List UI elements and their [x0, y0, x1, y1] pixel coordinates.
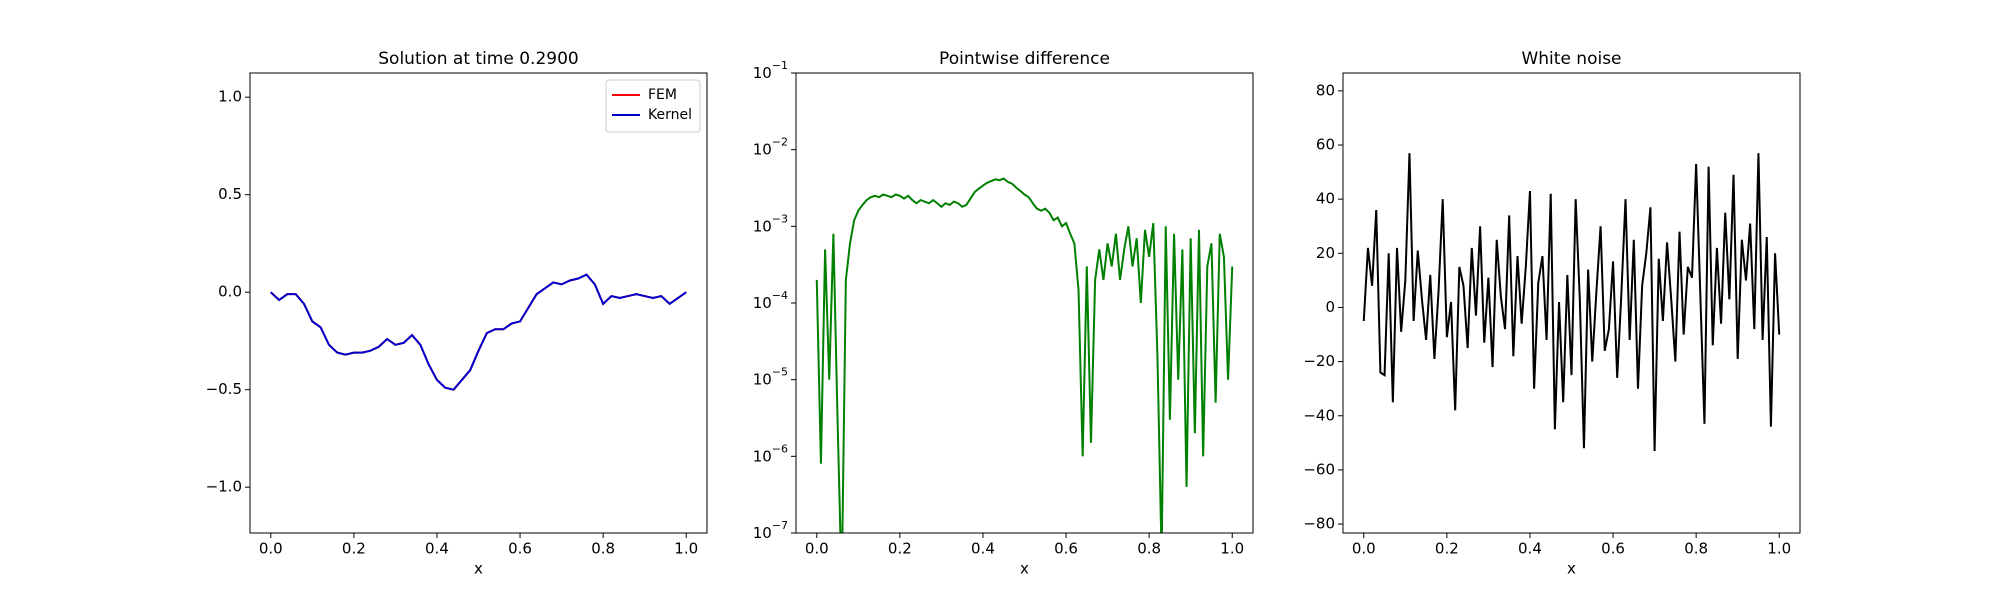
x-tick-label: 0.6: [1054, 540, 1078, 558]
chart-title: Pointwise difference: [939, 49, 1110, 69]
axes-frame: [1342, 72, 1801, 534]
x-tick-label: 0.8: [1137, 540, 1161, 558]
legend-label: Kernel: [648, 107, 692, 123]
y-tick-label: 0: [1325, 298, 1335, 316]
data-line: [815, 177, 1234, 533]
y-tick-label: −80: [1303, 515, 1335, 533]
x-tick-label: 1.0: [1220, 540, 1244, 558]
y-tick-label: −0.5: [206, 380, 242, 398]
x-tick-label: 0.6: [508, 540, 532, 558]
y-tick-label: −20: [1303, 352, 1335, 370]
y-tick-label: 10−1: [753, 59, 788, 82]
x-tick-label: 0.2: [342, 540, 366, 558]
legend-box: [605, 79, 701, 133]
x-axis-label: x: [1567, 560, 1576, 578]
y-tick-label: 80: [1316, 81, 1335, 99]
y-tick-label: 10−5: [753, 366, 788, 389]
legend-label: FEM: [648, 87, 677, 103]
x-tick-label: 0.4: [425, 540, 449, 558]
y-tick-label: 10−4: [753, 289, 788, 312]
y-tick-label: 40: [1316, 190, 1335, 208]
data-line: [270, 273, 687, 391]
x-tick-label: 1.0: [1767, 540, 1791, 558]
x-tick-label: 0.0: [805, 540, 829, 558]
x-axis-label: x: [1020, 560, 1029, 578]
y-tick-label: −1.0: [206, 478, 242, 496]
x-tick-label: 0.4: [971, 540, 995, 558]
y-tick-label: 10−3: [753, 212, 788, 235]
y-tick-label: −40: [1303, 406, 1335, 424]
x-tick-label: 0.0: [1352, 540, 1376, 558]
y-tick-label: −60: [1303, 460, 1335, 478]
x-tick-label: 0.8: [591, 540, 615, 558]
y-tick-label: 10−7: [753, 519, 788, 542]
y-tick-label: 60: [1316, 136, 1335, 154]
x-tick-label: 1.0: [674, 540, 698, 558]
axes-frame: [795, 72, 1254, 534]
data-line: [1362, 153, 1781, 451]
data-line: [270, 273, 687, 391]
x-tick-label: 0.4: [1518, 540, 1542, 558]
y-tick-label: 20: [1316, 244, 1335, 262]
x-tick-label: 0.6: [1601, 540, 1625, 558]
y-tick-label: 10−2: [753, 136, 788, 159]
axes-frame: [249, 72, 708, 534]
y-tick-label: 10−6: [753, 442, 788, 465]
x-tick-label: 0.2: [1435, 540, 1459, 558]
x-axis-label: x: [474, 560, 483, 578]
chart-title: White noise: [1521, 49, 1621, 69]
chart-title: Solution at time 0.2900: [378, 49, 578, 69]
y-tick-label: 1.0: [218, 88, 242, 106]
x-tick-label: 0.0: [259, 540, 283, 558]
x-tick-label: 0.8: [1684, 540, 1708, 558]
y-tick-label: 0.5: [218, 185, 242, 203]
x-tick-label: 0.2: [888, 540, 912, 558]
y-tick-label: 0.0: [218, 283, 242, 301]
